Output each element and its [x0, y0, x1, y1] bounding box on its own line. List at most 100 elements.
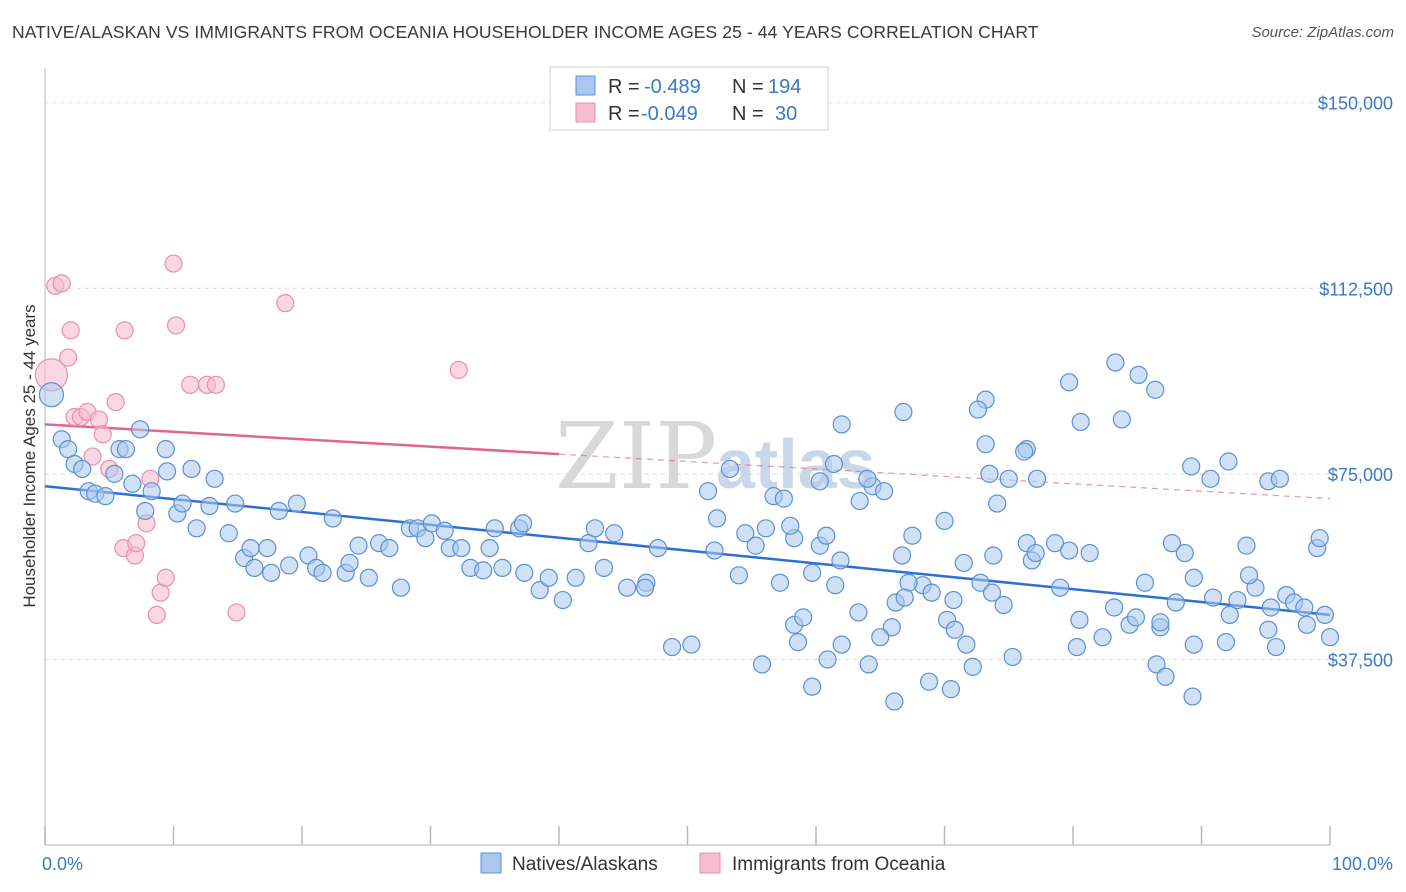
point-native-15 — [156, 440, 175, 459]
point-native-36 — [323, 509, 342, 528]
point-native-180 — [885, 692, 904, 711]
point-native-86 — [794, 608, 813, 627]
point-native-185 — [944, 590, 963, 610]
point-native-188 — [832, 635, 851, 654]
point-native-75 — [705, 541, 724, 560]
watermark-atlas: atlas — [716, 425, 876, 503]
series-immigrants-from-oceania — [34, 254, 468, 625]
point-native-82 — [770, 573, 790, 592]
point-native-87 — [774, 489, 793, 508]
point-native-53 — [480, 538, 499, 558]
point-native-172 — [980, 464, 999, 483]
point-native-27 — [245, 558, 264, 577]
point-native-176 — [803, 563, 822, 582]
point-native-60 — [539, 568, 558, 587]
point-native-26 — [241, 538, 260, 558]
y-tick-labels: $37,500 $75,000 $112,500 $150,000 — [1318, 94, 1393, 671]
point-oceania-2 — [52, 274, 71, 293]
point-native-153 — [1060, 373, 1079, 392]
point-native-66 — [605, 524, 624, 543]
point-native-24 — [226, 494, 245, 513]
point-native-80 — [746, 536, 765, 555]
point-native-113 — [1051, 578, 1070, 597]
point-native-61 — [553, 590, 572, 610]
point-native-91 — [817, 526, 836, 545]
point-native-178 — [803, 677, 822, 696]
y-tick-label-0: $37,500 — [1328, 650, 1393, 670]
point-native-7 — [96, 487, 115, 506]
point-oceania-26 — [206, 375, 226, 394]
point-native-65 — [594, 558, 614, 577]
point-native-183 — [963, 657, 982, 676]
point-native-117 — [1080, 543, 1099, 563]
point-native-19 — [182, 459, 201, 479]
point-native-193 — [895, 588, 914, 607]
point-native-189 — [922, 583, 941, 602]
point-native-130 — [1216, 633, 1236, 652]
point-native-16 — [157, 462, 177, 481]
point-native-148 — [968, 400, 988, 419]
point-native-54 — [485, 519, 504, 538]
point-native-111 — [1026, 543, 1045, 563]
point-native-55 — [493, 558, 512, 577]
point-native-184 — [882, 618, 901, 637]
point-native-119 — [1105, 598, 1124, 617]
point-native-154 — [1071, 412, 1090, 432]
point-native-134 — [1259, 620, 1278, 639]
point-oceania-24 — [181, 375, 200, 394]
point-native-23 — [219, 524, 238, 543]
point-native-72 — [682, 635, 701, 654]
point-native-100 — [935, 511, 954, 530]
point-oceania-23 — [166, 316, 186, 335]
point-native-126 — [1175, 543, 1194, 563]
point-native-161 — [1219, 452, 1238, 471]
point-native-155 — [1106, 353, 1125, 372]
point-native-167 — [1228, 590, 1247, 610]
point-native-107 — [988, 494, 1007, 513]
legend-r-value-2: -0.049 — [641, 103, 698, 125]
trend-lines — [44, 423, 1331, 617]
legend-swatch-blue — [575, 75, 596, 96]
series-natives-alaskans — [38, 353, 1340, 711]
legend-n-label-2: N = — [732, 103, 764, 125]
point-native-186 — [957, 635, 976, 654]
x-tick-label-0: 0.0% — [42, 854, 83, 874]
point-native-79 — [752, 655, 772, 674]
legend-r-label-1: R = — [608, 76, 640, 98]
bottom-legend-label-1: Natives/Alaskans — [512, 854, 658, 875]
point-native-129 — [1203, 588, 1223, 607]
point-native-156 — [1112, 410, 1131, 429]
point-native-118 — [1093, 628, 1112, 647]
point-native-32 — [287, 494, 306, 513]
point-native-21 — [200, 496, 219, 516]
point-native-12 — [130, 420, 150, 439]
point-native-11 — [123, 474, 142, 493]
point-native-170 — [1166, 593, 1185, 612]
series-legend: Natives/Alaskans Immigrants from Oceania — [480, 852, 946, 875]
point-native-182 — [941, 680, 961, 699]
point-native-173 — [810, 472, 829, 491]
point-native-138 — [1297, 615, 1316, 634]
point-native-175 — [781, 516, 800, 535]
point-native-181 — [919, 672, 939, 691]
point-native-94 — [875, 482, 894, 501]
legend-n-value-1: 194 — [768, 76, 801, 98]
legend-r-label-2: R = — [608, 103, 640, 125]
point-oceania-14 — [115, 321, 134, 340]
point-native-59 — [530, 581, 549, 600]
point-native-77 — [736, 524, 755, 543]
point-native-64 — [585, 519, 605, 538]
y-tick-label-2: $112,500 — [1319, 279, 1393, 299]
point-native-152 — [1015, 442, 1034, 461]
point-native-18 — [173, 494, 192, 513]
point-native-142 — [1315, 605, 1334, 625]
point-native-108 — [1003, 647, 1022, 667]
point-native-81 — [756, 519, 775, 538]
point-native-78 — [729, 566, 749, 585]
point-native-160 — [1201, 469, 1220, 488]
point-native-52 — [474, 561, 493, 580]
point-native-135 — [1266, 637, 1286, 657]
trend-line-oceania-extension — [558, 453, 1331, 500]
point-native-14 — [142, 482, 161, 501]
point-native-165 — [1239, 566, 1259, 585]
